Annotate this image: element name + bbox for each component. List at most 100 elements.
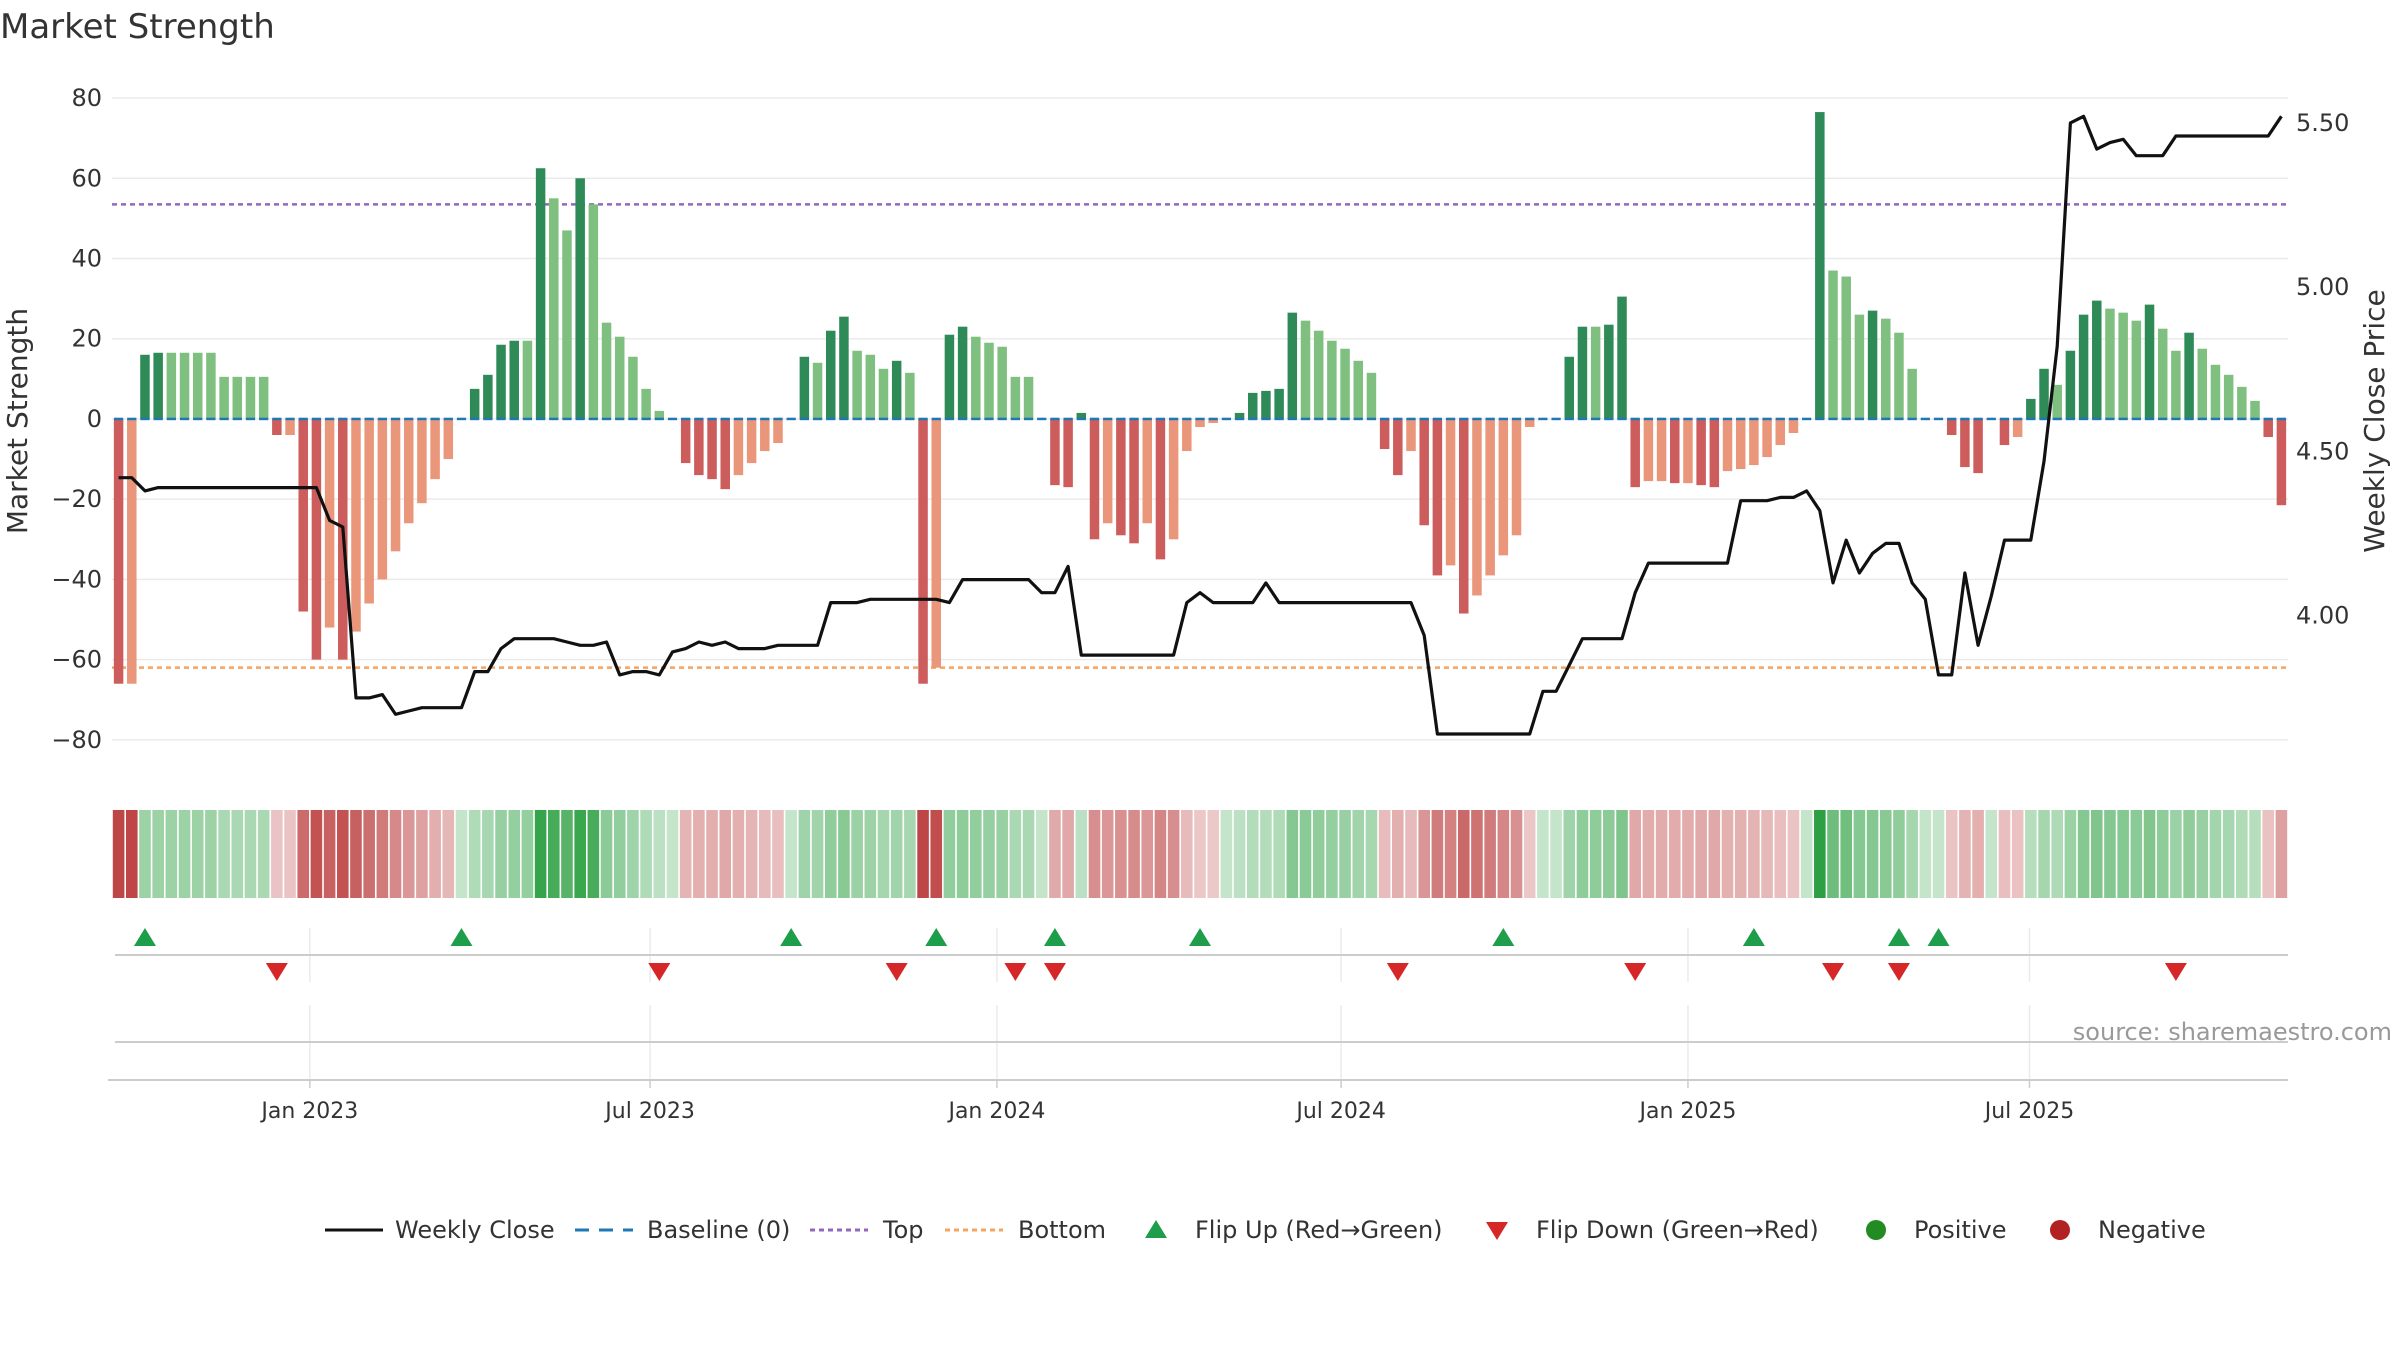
strength-bar xyxy=(2223,374,2234,419)
heat-cell xyxy=(112,810,125,898)
strength-bar xyxy=(2171,350,2181,419)
heat-cell xyxy=(1563,810,1576,898)
strength-bar xyxy=(1735,418,1746,470)
strength-bar xyxy=(232,376,243,419)
heat-cell xyxy=(904,810,916,898)
left-tick-label: −40 xyxy=(51,565,102,593)
strength-bar xyxy=(245,376,256,419)
heat-cell xyxy=(165,810,178,898)
strength-bar xyxy=(2065,350,2076,419)
strength-bar xyxy=(1023,376,1034,419)
strength-bar xyxy=(562,230,572,419)
x-tick-label: Jul 2023 xyxy=(603,1099,695,1124)
flip-up-marker xyxy=(1189,928,1211,946)
strength-bar xyxy=(825,330,836,419)
heat-cell xyxy=(218,810,230,898)
strength-bar xyxy=(614,336,625,419)
strength-bar xyxy=(944,334,955,419)
heat-cell xyxy=(2249,810,2261,898)
heat-cell xyxy=(1879,810,1892,898)
heat-cell xyxy=(310,810,323,898)
heat-cell xyxy=(336,810,349,898)
flip-down-marker xyxy=(1822,963,1845,981)
heat-cell xyxy=(785,810,797,898)
strength-bar xyxy=(1485,418,1495,576)
heat-cell xyxy=(1128,810,1140,898)
heat-cell xyxy=(824,810,837,898)
strength-bar xyxy=(1722,418,1733,472)
heat-cell xyxy=(1022,810,1035,898)
strength-bar xyxy=(1946,418,1957,435)
heat-cell xyxy=(1748,810,1760,898)
left-tick-label: −60 xyxy=(51,646,102,674)
heat-cell xyxy=(1378,810,1391,898)
heat-cell xyxy=(1642,810,1655,898)
heat-cell xyxy=(2170,810,2182,898)
heat-cell xyxy=(1062,810,1074,898)
heat-cell xyxy=(1484,810,1496,898)
flip-down-marker xyxy=(1887,963,1910,981)
strength-bar xyxy=(1129,418,1139,544)
legend-negative-icon xyxy=(2050,1220,2070,1240)
heat-cell xyxy=(1418,810,1430,898)
strength-bar xyxy=(1907,368,1917,419)
flip-down-marker xyxy=(648,963,671,981)
heat-cell xyxy=(152,810,164,898)
strength-bar xyxy=(417,418,427,504)
legend: Weekly Close Baseline (0) Top Bottom Flip Up… xyxy=(325,1216,2206,1244)
heat-cell xyxy=(231,810,244,898)
source-note: source: sharemaestro.com xyxy=(2073,1018,2392,1046)
strength-bar xyxy=(1577,326,1588,419)
strength-bar xyxy=(1116,418,1126,536)
heat-cell xyxy=(1523,810,1536,898)
strength-bar xyxy=(127,418,137,684)
heat-cell xyxy=(772,810,784,898)
strength-bar xyxy=(1643,418,1654,482)
strength-bar xyxy=(1617,296,1627,419)
heat-cell xyxy=(1035,810,1048,898)
strength-bar xyxy=(206,352,216,419)
heat-cell xyxy=(745,810,758,898)
strength-bar xyxy=(2184,332,2194,419)
heat-cell xyxy=(376,810,389,898)
flip-up-marker xyxy=(1887,928,1910,946)
strength-bar xyxy=(1960,418,1970,468)
flip-up-marker xyxy=(1492,928,1515,946)
strength-bar xyxy=(1459,418,1469,614)
heat-cell xyxy=(1471,810,1483,898)
heat-cell xyxy=(1115,810,1127,898)
heat-cell xyxy=(1207,810,1219,898)
heat-cell xyxy=(521,810,534,898)
strength-bar xyxy=(1973,418,1983,474)
x-tick-label: Jan 2024 xyxy=(946,1099,1045,1124)
heat-cell xyxy=(125,810,138,898)
strength-bar xyxy=(179,352,190,419)
strength-bar xyxy=(1406,418,1416,452)
heat-cell xyxy=(1629,810,1641,898)
left-tick-label: 40 xyxy=(71,244,102,272)
strength-bar xyxy=(839,316,849,419)
strength-bar xyxy=(496,344,506,419)
strength-bar xyxy=(720,418,730,490)
strength-bar xyxy=(2263,418,2273,438)
strength-bar xyxy=(905,372,915,419)
legend-label: Baseline (0) xyxy=(647,1216,790,1244)
legend-label: Bottom xyxy=(1018,1216,1106,1244)
heat-cell xyxy=(1167,810,1180,898)
heat-cell xyxy=(455,810,468,898)
flip-down-marker xyxy=(885,963,908,981)
heat-cell xyxy=(1945,810,1958,898)
strength-bar xyxy=(298,418,308,612)
heat-cell xyxy=(1154,810,1167,898)
strength-bar xyxy=(403,418,414,524)
left-tick-label: −20 xyxy=(51,485,102,513)
heat-cell xyxy=(429,810,441,898)
heat-cell xyxy=(1286,810,1299,898)
strength-bar xyxy=(1788,418,1799,433)
heat-cell xyxy=(2025,810,2037,898)
strength-bar xyxy=(2052,384,2062,419)
heat-cell xyxy=(1985,810,1998,898)
strength-bar xyxy=(1841,276,1851,419)
flip-down-marker xyxy=(1624,963,1647,981)
